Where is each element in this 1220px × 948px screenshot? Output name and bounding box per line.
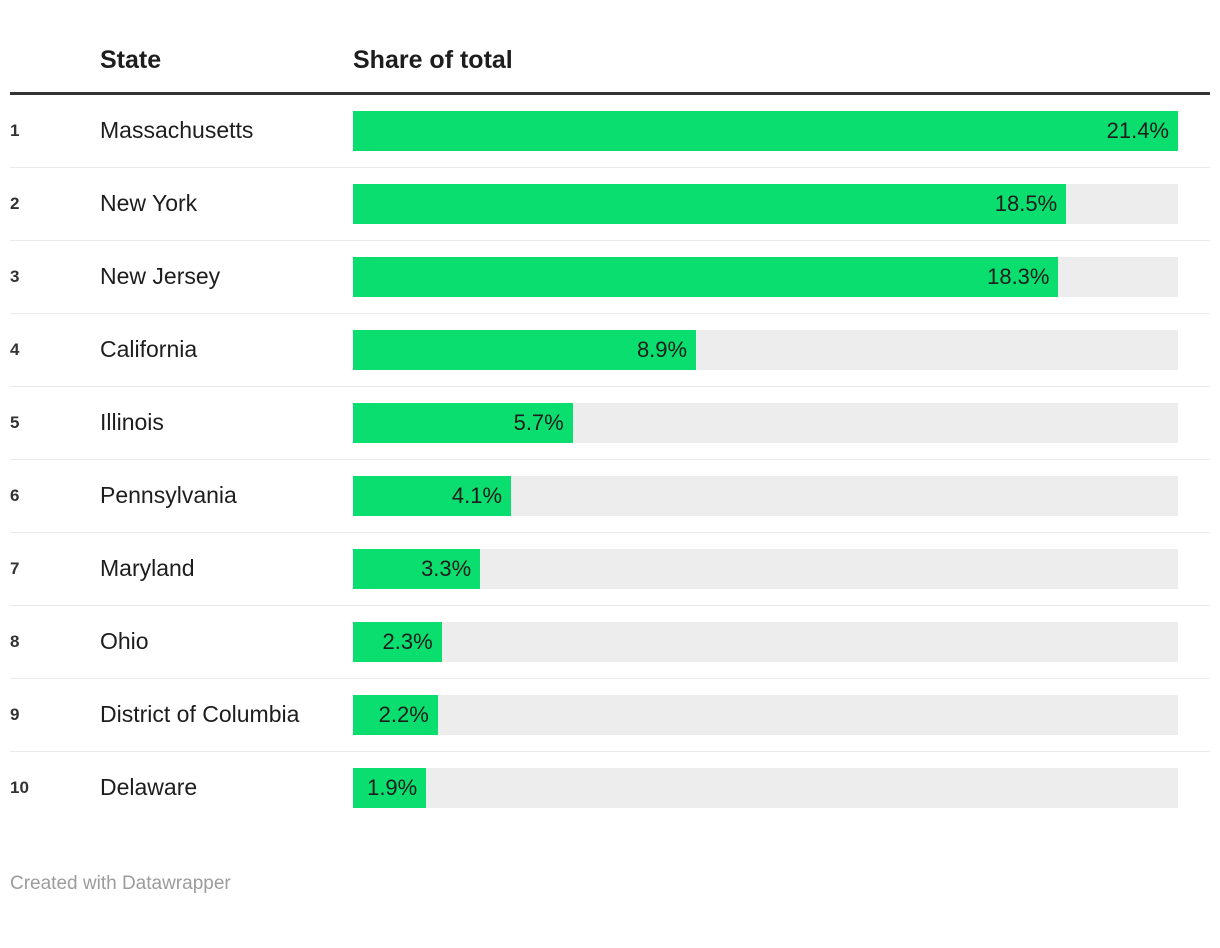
table-row: 4 California 8.9% <box>10 314 1210 387</box>
bar-track: 1.9% <box>353 768 1178 809</box>
bar-track: 4.1% <box>353 475 1178 516</box>
bar-value-label: 4.1% <box>451 482 503 508</box>
bar-value-label: 2.2% <box>378 701 429 727</box>
table-row: 10 Delaware 1.9% <box>10 752 1210 825</box>
rank-cell: 7 <box>10 558 20 578</box>
bar-track: 3.3% <box>353 548 1178 589</box>
bar-value-label: 3.3% <box>421 555 472 581</box>
rank-cell: 5 <box>10 412 20 432</box>
table-row: 1 Massachusetts 21.4% <box>10 95 1210 168</box>
bar-fill: 1.9% <box>353 768 427 809</box>
state-cell: New York <box>100 189 198 216</box>
rank-cell: 1 <box>10 120 20 140</box>
bar-track: 18.3% <box>353 256 1178 297</box>
datawrapper-credit-link[interactable]: Created with Datawrapper <box>10 872 231 894</box>
bar-value-label: 1.9% <box>367 775 418 801</box>
bar-value-label: 5.7% <box>513 409 564 435</box>
rank-cell: 2 <box>10 193 20 213</box>
rank-cell: 4 <box>10 339 20 359</box>
bar-track: 8.9% <box>353 329 1178 370</box>
state-cell: California <box>100 335 198 362</box>
attribution-line: Created with Datawrapper <box>10 873 1210 895</box>
bar-track: 21.4% <box>353 110 1178 151</box>
bar-value-label: 2.3% <box>382 628 433 654</box>
rank-cell: 6 <box>10 485 20 505</box>
table-row: 3 New Jersey 18.3% <box>10 241 1210 314</box>
table-row: 6 Pennsylvania 4.1% <box>10 460 1210 533</box>
state-cell: New Jersey <box>100 262 221 289</box>
state-cell: Pennsylvania <box>100 481 237 508</box>
bar-fill: 2.2% <box>353 694 438 735</box>
column-header-state: State <box>100 46 162 74</box>
state-cell: Ohio <box>100 627 149 654</box>
bar-track: 18.5% <box>353 183 1178 224</box>
bar-fill: 4.1% <box>353 475 512 516</box>
bar-fill: 18.3% <box>353 256 1059 297</box>
state-cell: Massachusetts <box>100 116 254 143</box>
column-header-value: Share of total <box>353 46 513 74</box>
table-header: State Share of total <box>10 0 1210 95</box>
state-cell: Delaware <box>100 774 198 801</box>
bar-track: 5.7% <box>353 402 1178 443</box>
bar-fill: 2.3% <box>353 621 442 662</box>
table-body: 1 Massachusetts 21.4% 2 New York 18.5% 3… <box>10 95 1210 825</box>
table-row: 8 Ohio 2.3% <box>10 606 1210 679</box>
rank-cell: 10 <box>10 778 29 798</box>
bar-value-label: 18.5% <box>994 190 1058 216</box>
bar-fill: 3.3% <box>353 548 481 589</box>
rank-cell: 3 <box>10 266 20 286</box>
rank-cell: 8 <box>10 631 20 651</box>
table-row: 7 Maryland 3.3% <box>10 533 1210 606</box>
bar-chart-table: State Share of total 1 Massachusetts 21.… <box>10 0 1210 895</box>
bar-value-label: 8.9% <box>636 336 688 362</box>
state-cell: District of Columbia <box>100 700 300 727</box>
bar-fill: 5.7% <box>353 402 573 443</box>
state-cell: Maryland <box>100 554 195 581</box>
bar-fill: 8.9% <box>353 329 697 370</box>
bar-value-label: 18.3% <box>987 263 1050 289</box>
bar-fill: 21.4% <box>353 110 1178 151</box>
table-row: 9 District of Columbia 2.2% <box>10 679 1210 752</box>
state-cell: Illinois <box>100 408 164 435</box>
rank-cell: 9 <box>10 704 20 724</box>
bar-fill: 18.5% <box>353 183 1067 224</box>
table-row: 2 New York 18.5% <box>10 168 1210 241</box>
bar-value-label: 21.4% <box>1106 117 1169 143</box>
bar-track: 2.2% <box>353 694 1178 735</box>
table-row: 5 Illinois 5.7% <box>10 387 1210 460</box>
bar-track: 2.3% <box>353 621 1178 662</box>
